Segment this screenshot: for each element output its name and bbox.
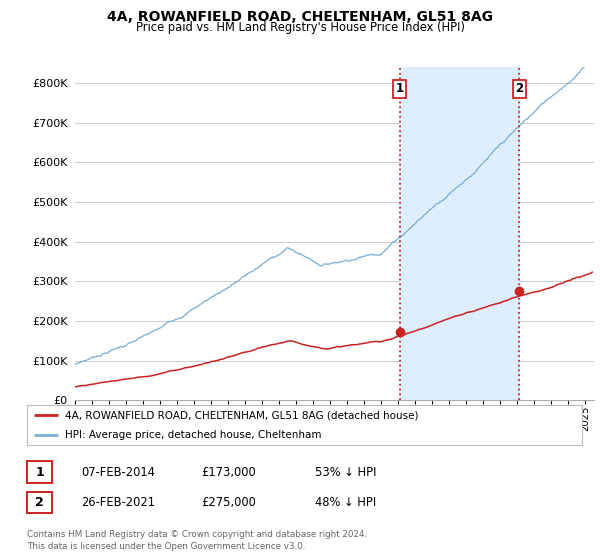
Text: 2: 2 (35, 496, 44, 509)
Text: HPI: Average price, detached house, Cheltenham: HPI: Average price, detached house, Chel… (65, 430, 321, 440)
Text: Contains HM Land Registry data © Crown copyright and database right 2024.
This d: Contains HM Land Registry data © Crown c… (27, 530, 367, 551)
Bar (400, 67, 520, 400)
Text: 1: 1 (395, 82, 404, 95)
Text: 07-FEB-2014: 07-FEB-2014 (81, 465, 155, 479)
Text: 26-FEB-2021: 26-FEB-2021 (81, 496, 155, 509)
Text: 48% ↓ HPI: 48% ↓ HPI (315, 496, 376, 509)
Text: Price paid vs. HM Land Registry's House Price Index (HPI): Price paid vs. HM Land Registry's House … (136, 21, 464, 34)
Text: 4A, ROWANFIELD ROAD, CHELTENHAM, GL51 8AG (detached house): 4A, ROWANFIELD ROAD, CHELTENHAM, GL51 8A… (65, 410, 418, 421)
Text: 1: 1 (35, 465, 44, 479)
Text: 53% ↓ HPI: 53% ↓ HPI (315, 465, 377, 479)
Text: £275,000: £275,000 (201, 496, 256, 509)
Text: 4A, ROWANFIELD ROAD, CHELTENHAM, GL51 8AG: 4A, ROWANFIELD ROAD, CHELTENHAM, GL51 8A… (107, 10, 493, 24)
Text: £173,000: £173,000 (201, 465, 256, 479)
Text: 2: 2 (515, 82, 524, 95)
